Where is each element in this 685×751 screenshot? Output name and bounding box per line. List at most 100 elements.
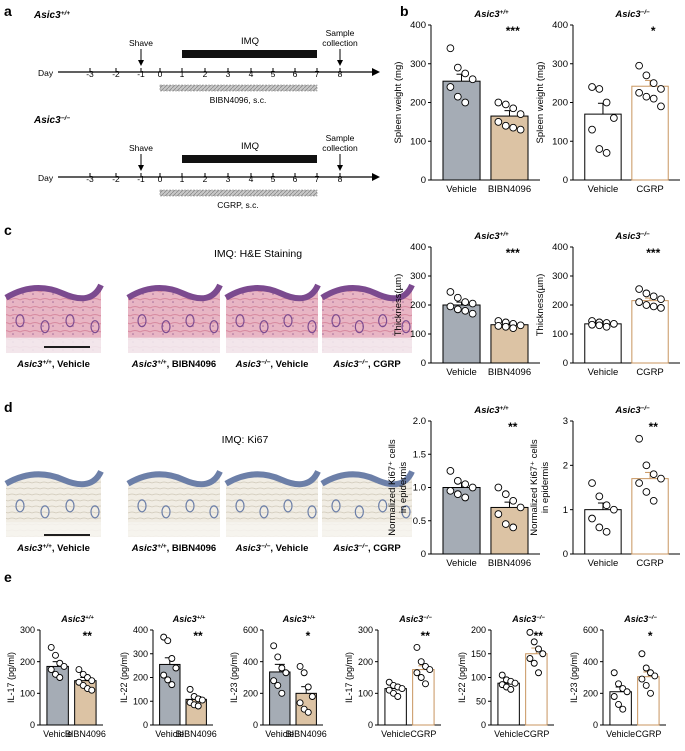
- y-tick-label: 400: [410, 20, 426, 31]
- y-tick-label: 100: [552, 329, 568, 340]
- histology-caption: Asic3+/+, BIBN4096: [131, 543, 216, 555]
- data-point: [595, 321, 604, 330]
- data-point: [168, 655, 176, 662]
- data-point: [164, 676, 172, 684]
- tissue: [226, 471, 318, 537]
- hair-follicle: [185, 499, 195, 513]
- data-point: [526, 628, 534, 636]
- x-tick-label: CGRP: [636, 558, 663, 569]
- chart-title: Asic3−/−: [623, 614, 657, 624]
- y-tick-label: 200: [471, 625, 486, 635]
- y-axis-label: IL-23 (pg/ml): [569, 652, 579, 703]
- data-point: [186, 685, 194, 693]
- chart-e1: 0 100 200 300 IL-17 (pg/ml) Asic3+/+ ** Vehicle…: [6, 614, 106, 739]
- day-tick-label: -3: [86, 69, 94, 79]
- subcutis: [6, 337, 101, 353]
- significance-stars: *: [648, 629, 653, 643]
- data-point: [649, 470, 658, 479]
- data-point: [194, 702, 202, 710]
- data-point: [47, 643, 55, 651]
- data-point: [610, 693, 618, 700]
- sample-arrow-head: [337, 165, 343, 171]
- histology-image: [126, 455, 223, 537]
- hair-follicle: [354, 320, 364, 334]
- data-point: [160, 671, 168, 679]
- hair-follicle: [354, 505, 364, 519]
- data-point: [635, 285, 643, 293]
- tissue: [128, 285, 220, 353]
- y-tick-label: 100: [133, 696, 148, 706]
- day-tick-label: 1: [180, 174, 185, 184]
- ki67-title: IMQ: Ki67: [222, 434, 269, 446]
- tissue: [226, 285, 318, 353]
- x-tick-label: Vehicle: [588, 184, 619, 195]
- data-point: [501, 121, 510, 130]
- data-point: [642, 461, 651, 470]
- data-point: [60, 662, 68, 670]
- x-tick-label: Vehicle: [381, 729, 410, 739]
- x-tick-label: Vehicle: [588, 558, 619, 569]
- data-point: [494, 118, 503, 126]
- y-tick-label: 200: [552, 98, 568, 109]
- y-tick-label: 200: [552, 300, 568, 311]
- day-tick-label: 3: [226, 69, 231, 79]
- chart-title: Asic3−/−: [614, 231, 650, 243]
- day-tick-label: 5: [271, 174, 276, 184]
- imq-label: IMQ: [241, 36, 259, 47]
- histology-image: [224, 455, 321, 537]
- y-axis-label: IL-22 (pg/ml): [457, 652, 467, 703]
- y-tick-label: 100: [358, 689, 373, 699]
- data-point: [446, 83, 455, 91]
- epidermis-layer: [224, 283, 321, 302]
- x-tick-label: BIBN4096: [488, 558, 531, 569]
- y-tick-label: 300: [410, 59, 426, 70]
- data-point: [623, 688, 631, 696]
- bar-cgrp: [631, 478, 669, 555]
- y-tick-label: 600: [583, 625, 598, 635]
- x-tick-label: Vehicle: [155, 729, 184, 739]
- data-point: [649, 496, 658, 505]
- data-point: [651, 672, 659, 680]
- chart-b1: 0 100 200 300 400 Spleen weight (mg) Asic3+/+ *…: [393, 9, 540, 195]
- data-point: [657, 102, 665, 111]
- data-point: [270, 677, 278, 685]
- y-tick-label: 300: [133, 649, 148, 659]
- hair-follicle: [40, 320, 50, 334]
- day-tick-label: 5: [271, 69, 276, 79]
- day-tick-label: 2: [203, 69, 208, 79]
- chart-title: Asic3−/−: [398, 614, 432, 624]
- imq-bar: [182, 155, 317, 163]
- histology-caption: Asic3−/−, CGRP: [332, 543, 401, 555]
- imq-bar: [182, 50, 317, 58]
- chart-e2: 0 100 200 300 400 IL-22 (pg/ml) Asic3+/+ ** Vehi…: [119, 614, 217, 739]
- data-point: [461, 480, 470, 489]
- y-tick-label: 200: [358, 657, 373, 667]
- shave-arrow-head: [138, 60, 144, 66]
- data-point: [642, 664, 650, 672]
- hair-follicle: [259, 320, 269, 334]
- day-tick-label: 7: [315, 174, 320, 184]
- data-point: [446, 44, 455, 53]
- data-point: [657, 474, 665, 483]
- data-point: [468, 483, 477, 492]
- hair-follicle: [161, 320, 171, 334]
- data-point: [602, 149, 611, 157]
- epidermis-layer: [224, 469, 321, 488]
- hair-follicle: [401, 505, 411, 519]
- data-point: [198, 696, 206, 704]
- histology-image: [4, 268, 104, 353]
- data-point: [453, 92, 462, 101]
- y-axis-label: Normalized Ki67⁺ cells: [529, 439, 540, 536]
- y-tick-label: 300: [410, 271, 426, 282]
- data-point: [394, 693, 402, 700]
- data-point: [274, 653, 282, 661]
- panel-label-b: b: [400, 3, 409, 19]
- data-point: [461, 98, 470, 107]
- subcutis: [128, 337, 220, 353]
- data-point: [468, 309, 477, 318]
- histology-caption: Asic3−/−, Vehicle: [235, 543, 309, 555]
- hair-follicle: [259, 505, 269, 519]
- histology-caption: Asic3+/+, Vehicle: [16, 359, 90, 371]
- data-point: [588, 83, 596, 91]
- y-tick-label: 0: [593, 720, 598, 730]
